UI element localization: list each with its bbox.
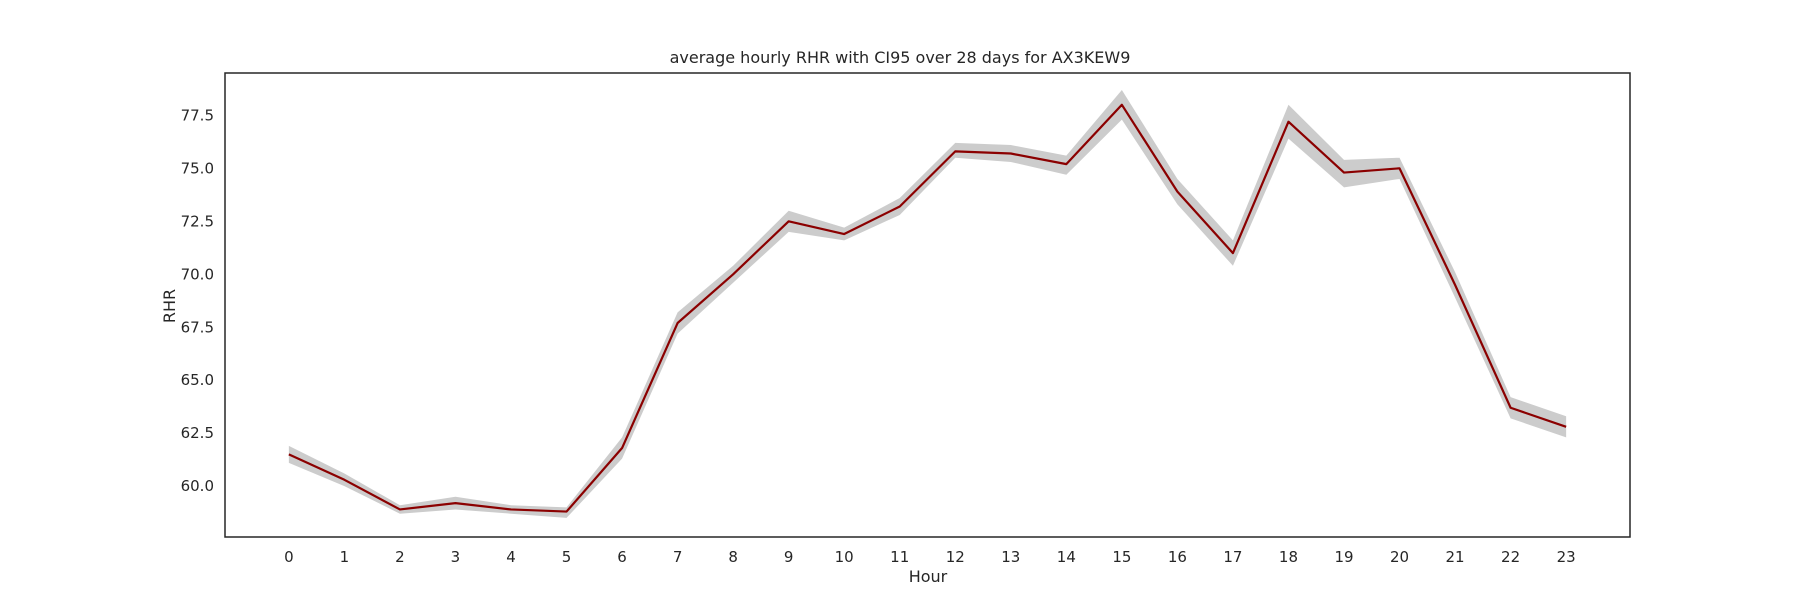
x-tick-label: 5 xyxy=(562,548,572,566)
x-axis-label: Hour xyxy=(909,567,948,586)
x-tick-label: 22 xyxy=(1501,548,1520,566)
x-tick-label: 21 xyxy=(1446,548,1465,566)
x-tick-label: 19 xyxy=(1334,548,1353,566)
y-tick-label: 75.0 xyxy=(181,159,214,177)
y-tick-label: 62.5 xyxy=(181,424,214,442)
x-axis-ticks: 0 1 2 3 4 5 6 7 8 9 10 11 12 13 14 15 16 17 18 19 20 21 22 23 xyxy=(284,548,1576,566)
x-tick-label: 16 xyxy=(1168,548,1187,566)
x-tick-label: 8 xyxy=(728,548,738,566)
x-tick-label: 17 xyxy=(1223,548,1242,566)
x-tick-label: 23 xyxy=(1557,548,1576,566)
ci95-band xyxy=(288,89,1567,518)
plot-area xyxy=(224,72,1631,538)
chart-title: average hourly RHR with CI95 over 28 day… xyxy=(670,48,1131,67)
x-tick-label: 0 xyxy=(284,548,294,566)
y-tick-label: 72.5 xyxy=(181,212,214,230)
y-tick-label: 60.0 xyxy=(181,477,214,495)
x-tick-label: 2 xyxy=(395,548,405,566)
x-tick-label: 1 xyxy=(340,548,350,566)
x-tick-label: 18 xyxy=(1279,548,1298,566)
x-tick-label: 14 xyxy=(1057,548,1076,566)
x-tick-label: 20 xyxy=(1390,548,1409,566)
x-tick-label: 10 xyxy=(835,548,854,566)
plot-frame xyxy=(224,72,1631,538)
y-tick-label: 65.0 xyxy=(181,371,214,389)
x-tick-label: 4 xyxy=(506,548,516,566)
y-axis-label: RHR xyxy=(160,289,179,323)
x-tick-label: 7 xyxy=(673,548,683,566)
y-tick-label: 77.5 xyxy=(181,106,214,124)
y-tick-label: 70.0 xyxy=(181,265,214,283)
x-tick-label: 6 xyxy=(617,548,627,566)
rhr-series-line xyxy=(288,103,1567,513)
y-axis-ticks: 60.0 62.5 65.0 67.5 70.0 72.5 75.0 77.5 xyxy=(181,106,214,495)
y-tick-label: 67.5 xyxy=(181,318,214,336)
x-tick-label: 12 xyxy=(946,548,965,566)
x-tick-label: 13 xyxy=(1001,548,1020,566)
x-tick-label: 3 xyxy=(451,548,461,566)
x-tick-label: 11 xyxy=(890,548,909,566)
x-tick-label: 9 xyxy=(784,548,794,566)
x-tick-label: 15 xyxy=(1112,548,1131,566)
